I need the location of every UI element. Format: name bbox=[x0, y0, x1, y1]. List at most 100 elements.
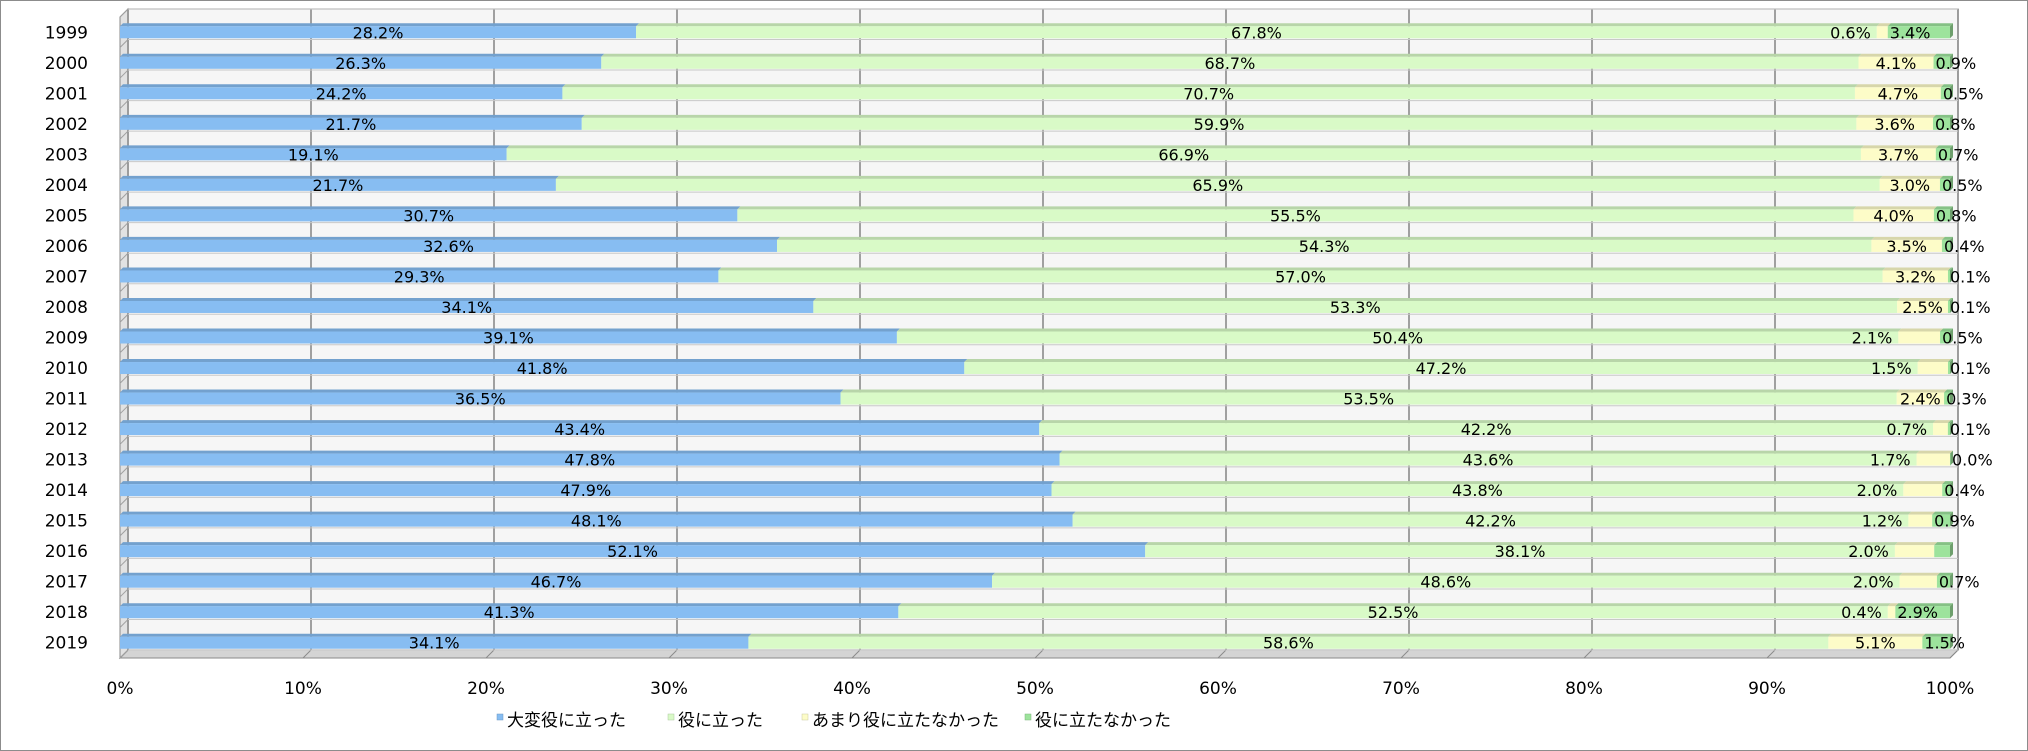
x-tick-label: 10% bbox=[284, 679, 322, 699]
data-label: 0.1% bbox=[1950, 267, 1991, 286]
bar-segment-4 bbox=[1895, 606, 1950, 619]
bar-segment-4 bbox=[1934, 545, 1950, 558]
bar-segment-2 bbox=[581, 117, 1857, 130]
bar-segment-1 bbox=[120, 392, 841, 405]
bar-segment-3 bbox=[1917, 362, 1948, 375]
category-separator bbox=[119, 252, 129, 262]
y-tick-label: 2010 bbox=[45, 359, 88, 379]
bar-segment-top bbox=[120, 542, 1149, 546]
bar-segment-1 bbox=[120, 178, 556, 191]
gridline-floor bbox=[1766, 649, 1776, 659]
bar-segment-top bbox=[840, 389, 1900, 393]
bar-segment-top bbox=[1933, 420, 1951, 424]
data-label: 2.5% bbox=[1902, 298, 1943, 317]
bar-segment-top bbox=[562, 84, 1858, 88]
bar-segment-2 bbox=[737, 209, 1854, 222]
gridline-floor bbox=[1034, 649, 1044, 659]
bar-segment-4 bbox=[1941, 239, 1950, 252]
bar-segment-1 bbox=[120, 514, 1073, 527]
bar-segment-side bbox=[1950, 267, 1953, 283]
bar-segment-1 bbox=[120, 423, 1040, 436]
category-separator bbox=[119, 649, 129, 659]
gridline-floor bbox=[668, 649, 678, 659]
y-tick-label: 2004 bbox=[45, 176, 88, 196]
data-label: 5.1% bbox=[1855, 634, 1896, 653]
y-tick-label: 2007 bbox=[45, 267, 88, 287]
bar-segment-4 bbox=[1950, 453, 1951, 466]
y-tick-label: 2011 bbox=[45, 390, 88, 410]
data-label: 3.7% bbox=[1878, 145, 1919, 164]
data-label: 36.5% bbox=[455, 390, 506, 409]
bar-segment-side bbox=[1950, 114, 1953, 130]
bar-segment-2 bbox=[1145, 545, 1895, 558]
bar-segment-top bbox=[1879, 175, 1943, 179]
bar-segment-4 bbox=[1936, 575, 1950, 588]
data-label: 0.5% bbox=[1942, 176, 1983, 195]
bar-segment-1 bbox=[120, 56, 602, 69]
bar-segment-3 bbox=[1894, 545, 1935, 558]
data-label: 0.7% bbox=[1938, 145, 1979, 164]
data-label: 50.4% bbox=[1372, 329, 1423, 348]
bar-segment-top bbox=[1059, 450, 1920, 454]
bar-segment-side bbox=[1950, 572, 1953, 588]
bar-segment-top bbox=[506, 145, 1864, 149]
data-label: 28.2% bbox=[353, 23, 404, 42]
bar-segment-4 bbox=[1935, 148, 1950, 161]
bar-segment-2 bbox=[718, 270, 1883, 283]
bar-segment-side bbox=[1950, 511, 1953, 527]
bar-segment-2 bbox=[1051, 484, 1904, 497]
bar-segment-top bbox=[1940, 84, 1953, 88]
bar-segment-top bbox=[1072, 511, 1912, 515]
data-label: 57.0% bbox=[1275, 267, 1326, 286]
y-tick-label: 1999 bbox=[45, 23, 88, 43]
category-separator bbox=[119, 527, 129, 537]
data-label: 1.2% bbox=[1862, 512, 1903, 531]
bar-segment-top bbox=[1882, 267, 1951, 271]
bar-segment-2 bbox=[813, 300, 1898, 313]
bar-segment-1 bbox=[120, 636, 749, 649]
data-label: 70.7% bbox=[1183, 84, 1234, 103]
bar-segment-top bbox=[120, 23, 640, 27]
bar-segment-1 bbox=[120, 331, 897, 344]
bar-segment-3 bbox=[1899, 575, 1937, 588]
bar-segment-4 bbox=[1940, 331, 1950, 344]
bar-segment-top bbox=[1922, 633, 1953, 637]
data-label: 32.6% bbox=[423, 237, 474, 256]
category-separator bbox=[119, 39, 129, 48]
data-label: 3.6% bbox=[1874, 115, 1915, 134]
data-label: 53.5% bbox=[1343, 390, 1394, 409]
data-label: 34.1% bbox=[441, 298, 492, 317]
bar-segment-1 bbox=[120, 484, 1052, 497]
bar-segment-3 bbox=[1916, 453, 1950, 466]
category-separator bbox=[119, 619, 129, 628]
bar-segment-4 bbox=[1947, 300, 1950, 313]
bar-segment-top bbox=[1853, 206, 1937, 210]
bar-segment-4 bbox=[1939, 178, 1950, 191]
bar-segment-4 bbox=[1932, 117, 1950, 130]
bar-segment-top bbox=[1876, 23, 1891, 27]
bar-segment-side bbox=[1950, 53, 1953, 69]
bar-segment-top bbox=[120, 603, 902, 607]
bar-segment-top bbox=[1828, 633, 1926, 637]
x-tick-label: 0% bbox=[107, 679, 134, 699]
bar-segment-top bbox=[1947, 267, 1953, 271]
y-tick-label: 2005 bbox=[45, 206, 88, 226]
category-separator bbox=[119, 222, 129, 232]
bar-segment-top bbox=[777, 236, 1875, 240]
category-separator bbox=[119, 313, 129, 323]
data-label: 0.8% bbox=[1935, 115, 1976, 134]
bar-segment-top bbox=[120, 84, 566, 88]
x-tick-label: 90% bbox=[1748, 679, 1786, 699]
data-label: 43.4% bbox=[554, 420, 605, 439]
category-separator bbox=[119, 435, 129, 445]
bar-segment-top bbox=[120, 481, 1055, 485]
bar-segment-side bbox=[1950, 481, 1953, 497]
bar-segment-top bbox=[120, 450, 1063, 454]
category-separator bbox=[119, 8, 129, 18]
bar-segment-4 bbox=[1947, 362, 1950, 375]
bar-segment-top bbox=[581, 114, 1860, 118]
data-label: 0.0% bbox=[1952, 451, 1993, 470]
x-tick-label: 30% bbox=[650, 679, 688, 699]
x-tick-label: 100% bbox=[1926, 679, 1975, 699]
